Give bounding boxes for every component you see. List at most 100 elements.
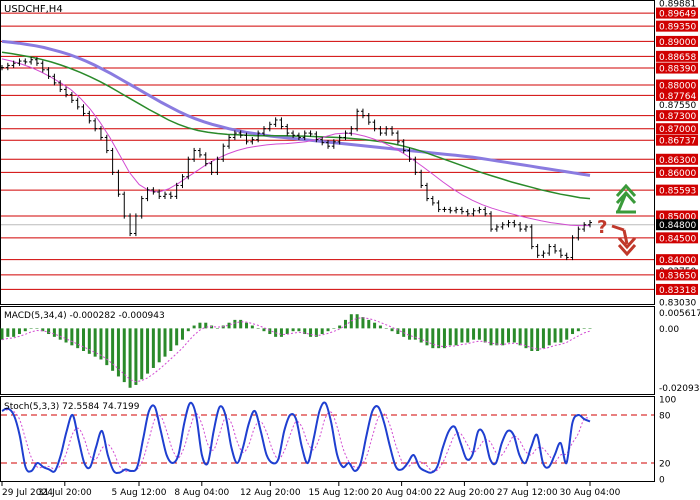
macd-bar: [454, 328, 458, 346]
price-bar: [366, 112, 371, 125]
macd-bar: [0, 328, 4, 340]
svg-text:0.87300: 0.87300: [659, 112, 696, 122]
price-bar: [93, 118, 98, 132]
price-bar: [203, 152, 208, 167]
macd-bar: [314, 328, 318, 337]
time-label: 29 Jul 2024: [2, 488, 53, 498]
stoch-axis-label: 20: [659, 460, 671, 470]
svg-text:0.86300: 0.86300: [659, 156, 696, 166]
macd-bar: [256, 328, 260, 329]
macd-bar: [291, 328, 295, 332]
price-bar: [261, 126, 266, 136]
price-label: 0.84500: [656, 232, 698, 244]
price-bar: [401, 139, 406, 154]
price-label: 0.86300: [656, 153, 698, 166]
price-bar: [541, 250, 546, 258]
macd-bar: [64, 328, 68, 343]
price-label: 0.83650: [656, 269, 698, 281]
price-label: 0.87000: [656, 123, 698, 135]
price-bar: [128, 213, 133, 237]
price-bar: [232, 130, 237, 141]
svg-text:0.86737: 0.86737: [659, 137, 696, 147]
price-bar: [104, 134, 109, 154]
price-bar: [500, 222, 505, 230]
price-bar: [326, 140, 331, 149]
macd-bar: [204, 322, 208, 329]
price-bar: [279, 117, 284, 130]
price-bar: [518, 222, 523, 232]
stoch-axis-label: 80: [659, 412, 671, 422]
price-panel[interactable]: USDCHF,H4 ?: [0, 0, 655, 305]
price-bar: [483, 206, 488, 217]
macd-bar: [215, 328, 219, 329]
macd-bar: [559, 328, 563, 343]
macd-bar: [396, 328, 400, 335]
price-label: 0.87550: [659, 101, 696, 111]
macd-bar: [361, 317, 365, 329]
price-label: 0.89881: [659, 0, 696, 9]
price-bar: [372, 119, 377, 132]
svg-text:0.85000: 0.85000: [659, 213, 696, 223]
macd-bar: [47, 328, 51, 335]
time-label: 12 Aug 20:00: [240, 488, 301, 498]
time-label: 20 Aug 04:00: [371, 488, 432, 498]
macd-bar: [227, 322, 231, 329]
stoch-levels: [1, 414, 654, 464]
price-bar: [273, 117, 278, 127]
macd-bar: [105, 328, 109, 366]
macd-bar: [419, 328, 423, 343]
macd-bar: [524, 328, 528, 349]
macd-bar: [35, 328, 39, 329]
stoch-panel-frame: [0, 396, 655, 482]
price-bar: [285, 123, 290, 136]
price-bar: [227, 134, 232, 149]
price-bar: [221, 143, 226, 162]
forecast-annotations: ?: [597, 183, 637, 257]
macd-bar: [384, 328, 388, 329]
macd-bar: [495, 328, 499, 346]
macd-panel[interactable]: MACD(5,34,4) -0.000282 -0.000943: [0, 306, 655, 395]
macd-bar: [58, 328, 62, 340]
time-label: 8 Aug 04:00: [174, 488, 229, 498]
time-label: 15 Aug 12:00: [308, 488, 369, 498]
svg-text:0.89000: 0.89000: [659, 38, 696, 48]
price-bar: [419, 169, 424, 189]
macd-bar: [536, 328, 540, 351]
price-label: 0.83030: [659, 299, 696, 309]
price-bar: [110, 147, 115, 175]
stoch-main-line: [1, 401, 591, 474]
price-bar: [46, 67, 51, 79]
price-bar: [454, 206, 459, 214]
price-bar: [291, 130, 296, 138]
price-bar: [442, 206, 447, 213]
price-bar: [430, 195, 435, 206]
macd-bar: [553, 328, 557, 343]
macd-bar: [530, 328, 534, 351]
price-bar: [23, 58, 28, 65]
macd-bar: [82, 328, 86, 351]
price-bar: [186, 156, 191, 180]
current-price-label: 0.84800: [656, 219, 698, 231]
price-bar: [116, 169, 121, 197]
svg-text:0.84000: 0.84000: [659, 256, 696, 266]
price-label: 0.84000: [656, 254, 698, 266]
ma-slow-line: [1, 39, 591, 177]
price-bar: [337, 134, 342, 145]
macd-bar: [175, 328, 179, 346]
price-label: 0.88658: [656, 50, 698, 63]
price-bar: [535, 243, 540, 258]
svg-text:0.85593: 0.85593: [659, 187, 696, 197]
macd-bar: [332, 328, 336, 329]
macd-bar: [477, 328, 481, 340]
macd-bar: [512, 328, 516, 343]
stoch-panel[interactable]: Stoch(5,3,3) 72.5584 74.7199: [0, 396, 655, 482]
macd-bar: [285, 328, 289, 335]
price-label: 0.86000: [656, 166, 698, 179]
price-bar: [17, 58, 22, 66]
macd-bar: [12, 328, 16, 337]
macd-bar: [70, 328, 74, 346]
svg-text:0.89649: 0.89649: [659, 10, 696, 20]
time-label: 27 Aug 12:00: [497, 488, 558, 498]
price-bars: [0, 57, 592, 261]
